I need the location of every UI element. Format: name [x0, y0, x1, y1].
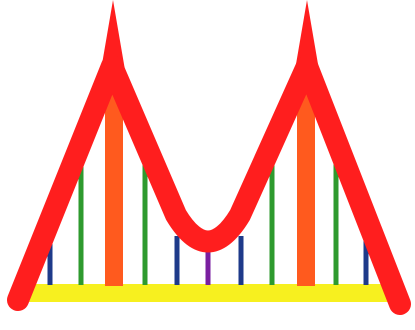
tower-spire-icon-left	[101, 0, 125, 70]
tower-left	[105, 90, 123, 286]
deck-bar	[26, 284, 388, 302]
bridge-arch-icon	[7, 55, 411, 315]
tower-right	[297, 90, 315, 286]
tower-spire-icon-right	[295, 0, 319, 70]
suspension-cables	[47, 160, 369, 285]
